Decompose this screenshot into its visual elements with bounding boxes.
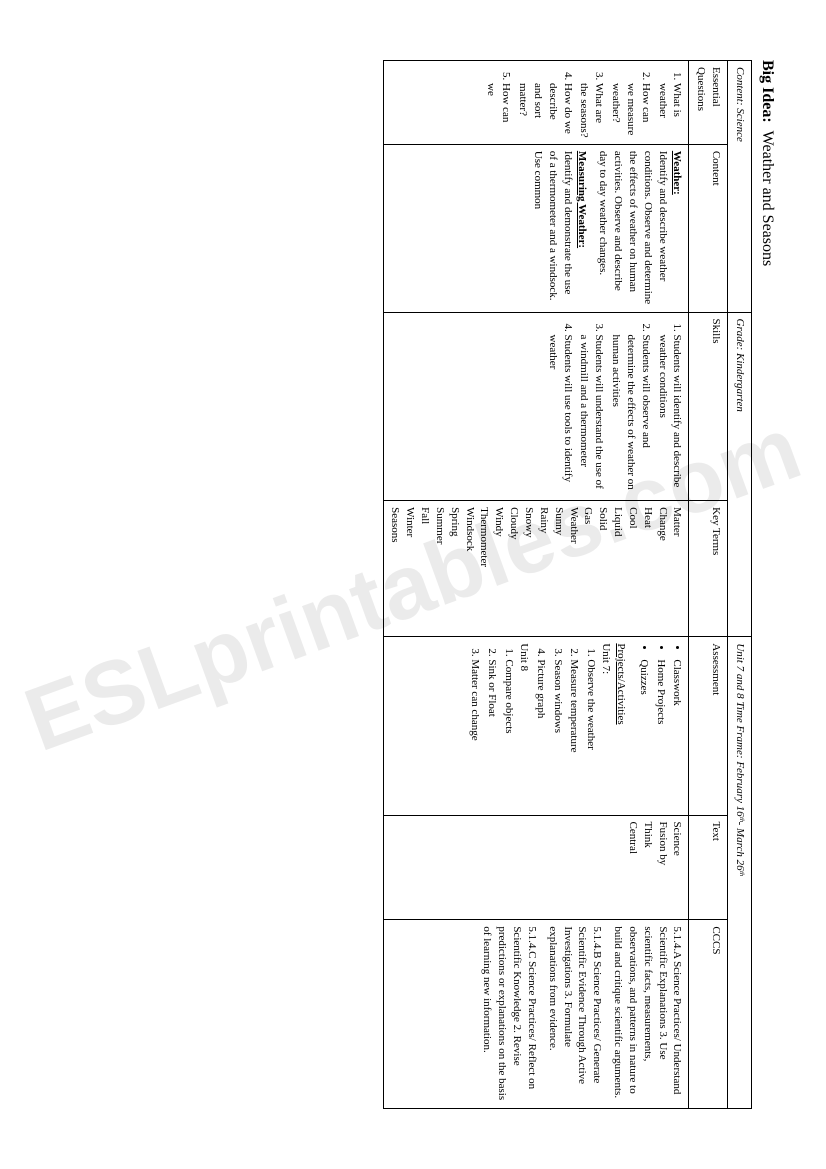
grade-label: Grade: (734, 319, 746, 351)
content-area-cell: Content: Science (728, 61, 752, 313)
text-line: Science (670, 822, 685, 914)
list-item: Winter (402, 507, 417, 630)
list-item: Quizzes (636, 659, 651, 808)
text-line: Central (625, 822, 640, 914)
list-item: Sunny (551, 507, 566, 630)
unit-cell: Unit 7 and 8 Time Frame: February 16ᵗʰ- … (728, 637, 752, 1109)
weather-label: Weather: (671, 151, 683, 195)
key-terms-list: Matter Change Heat Cool Liquid Solid Gas… (388, 507, 685, 630)
col-text: Text (689, 815, 728, 920)
list-item: Change (655, 507, 670, 630)
list-item: Thermometer (477, 507, 492, 630)
text-cell: Science Fusion by Think Central (383, 815, 689, 920)
list-item: Weather (566, 507, 581, 630)
list-item: Matter can change (468, 659, 483, 808)
table-meta-row: Content: Science Grade: Kindergarten Uni… (728, 61, 752, 1109)
list-item: Snowy (521, 507, 536, 630)
essential-questions-cell: What is weather How can we measure weath… (383, 61, 689, 145)
list-item: Students will understand the use of a wi… (577, 335, 607, 495)
col-content: Content (689, 144, 728, 312)
text-line: Think (640, 822, 655, 914)
assessment-cell: Classwork Home Projects Quizzes Projects… (383, 637, 689, 815)
col-cccs: CCCS (689, 920, 728, 1109)
assessment-bullets: Classwork Home Projects Quizzes (636, 643, 685, 808)
key-terms-cell: Matter Change Heat Cool Liquid Solid Gas… (383, 501, 689, 637)
list-item: Seasons (388, 507, 403, 630)
content-cell: Weather: Identify and describe weather c… (383, 144, 689, 312)
measuring-body: Identify and demonstrate the use of a th… (530, 151, 575, 306)
weather-body: Identify and describe weather conditions… (595, 151, 669, 306)
col-essential: Essential Questions (689, 61, 728, 145)
list-item: Spring (447, 507, 462, 630)
list-item: Windsock (462, 507, 477, 630)
table-header-row: Essential Questions Content Skills Key T… (689, 61, 728, 1109)
list-item: Students will identify and describe weat… (655, 335, 685, 495)
cccs-cell: 5.1.4.A Science Practices/ Understand Sc… (383, 920, 689, 1109)
list-item: Matter (670, 507, 685, 630)
cccs-b: 5.1.4.B Science Practices/ Generate Scie… (545, 926, 604, 1102)
col-assessment: Assessment (689, 637, 728, 815)
list-item: Fall (417, 507, 432, 630)
list-item: How do we describe and sort matter? (515, 83, 574, 138)
content-label: Content: (734, 67, 746, 106)
list-item: Solid (595, 507, 610, 630)
list-item: Sink or Float (484, 659, 499, 808)
content-value: Science (734, 108, 746, 142)
curriculum-table: Content: Science Grade: Kindergarten Uni… (383, 60, 752, 1109)
grade-value: Kindergarten (734, 353, 746, 412)
list-item: How can we (484, 83, 514, 138)
list-item: Students will use tools to identify weat… (545, 335, 575, 495)
list-item: Classwork (670, 659, 685, 808)
text-line: Fusion by (655, 822, 670, 914)
col-skills: Skills (689, 312, 728, 501)
cccs-a: 5.1.4.A Science Practices/ Understand Sc… (610, 926, 684, 1102)
list-item: Cool (625, 507, 640, 630)
projects-activities-label: Projects/Activities (613, 643, 628, 808)
cccs-c: 5.1.4.C Science Practices/ Reflect on Sc… (480, 926, 539, 1102)
big-idea-title: Big Idea: Weather and Seasons (758, 60, 776, 1109)
unit-value: February 16ᵗʰ- March 26ᵗʰ (734, 761, 746, 875)
unit7-list: Observe the weather Measure temperature … (533, 643, 598, 808)
essential-questions-list: What is weather How can we measure weath… (484, 67, 685, 138)
unit8-list: Compare objects Sink or Float Matter can… (468, 643, 517, 808)
list-item: Windy (492, 507, 507, 630)
document-page: Big Idea: Weather and Seasons Content: S… (0, 0, 826, 1169)
list-item: Season windows (550, 659, 565, 808)
list-item: What are the seasons? (577, 83, 607, 138)
measuring-label: Measuring Weather: (576, 151, 588, 248)
unit7-label: Unit 7: (598, 643, 613, 808)
list-item: Observe the weather (583, 659, 598, 808)
unit-label: Unit 7 and 8 Time Frame: (734, 643, 746, 758)
list-item: Measure temperature (567, 659, 582, 808)
skills-list: Students will identify and describe weat… (545, 319, 685, 495)
table-body-row: What is weather How can we measure weath… (383, 61, 689, 1109)
skills-cell: Students will identify and describe weat… (383, 312, 689, 501)
list-item: Gas (581, 507, 596, 630)
unit8-label: Unit 8 (516, 643, 531, 808)
big-idea-label: Big Idea: (759, 60, 776, 123)
list-item: Students will observe and determine the … (608, 335, 653, 495)
big-idea-value: Weather and Seasons (759, 131, 776, 267)
list-item: Home Projects (653, 659, 668, 808)
list-item: Heat (640, 507, 655, 630)
list-item: Compare objects (501, 659, 516, 808)
list-item: Cloudy (506, 507, 521, 630)
list-item: Picture graph (533, 659, 548, 808)
grade-cell: Grade: Kindergarten (728, 312, 752, 637)
list-item: Rainy (536, 507, 551, 630)
list-item: Summer (432, 507, 447, 630)
list-item: How can we measure weather? (608, 83, 653, 138)
list-item: Liquid (610, 507, 625, 630)
col-key-terms: Key Terms (689, 501, 728, 637)
list-item: What is weather (655, 83, 685, 138)
